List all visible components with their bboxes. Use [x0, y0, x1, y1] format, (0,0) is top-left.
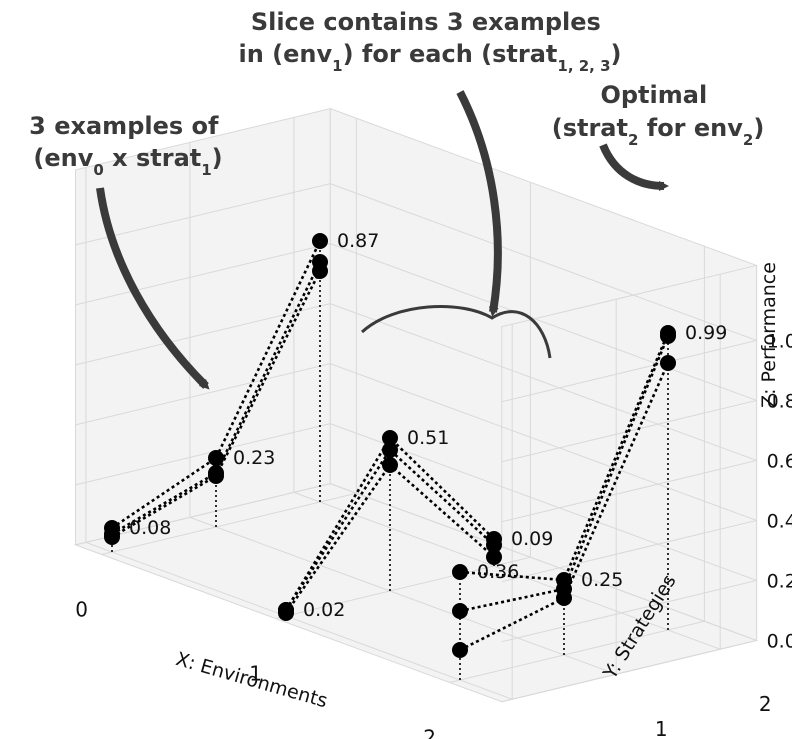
- grid-line: [75, 423, 757, 581]
- value-label: 0.51: [407, 427, 449, 449]
- arrow-env0-icon: [96, 187, 210, 390]
- grid-line: [189, 142, 617, 675]
- value-label: 0.02: [303, 599, 345, 621]
- grid-line: [293, 117, 721, 650]
- y-tick-label: 2: [759, 692, 772, 716]
- value-label: 0.36: [477, 561, 519, 583]
- data-point: [452, 603, 468, 619]
- value-label: 0.99: [685, 322, 727, 344]
- value-label: 0.09: [511, 528, 553, 550]
- value-label: 0.23: [233, 447, 275, 469]
- annotation-env0-strat1: 3 examples of (env0 x strat1): [29, 112, 227, 179]
- grid-line: [75, 303, 757, 461]
- grid-line: [75, 183, 757, 341]
- grid-line: [275, 182, 531, 619]
- series-line: [459, 335, 670, 613]
- data-point: [556, 590, 572, 606]
- grid-line: [85, 167, 513, 700]
- data-point: [452, 642, 468, 658]
- x-tick-label: 2: [423, 726, 436, 739]
- grid-line: [75, 243, 757, 401]
- grid-line: [501, 639, 757, 703]
- y-tick-label: 1: [655, 717, 668, 739]
- arrow-slice-icon: [456, 90, 502, 317]
- data-point: [312, 233, 328, 249]
- annotation-optimal: Optimal (strat2 for env2): [552, 81, 765, 149]
- value-label: 0.25: [581, 569, 623, 591]
- data-point: [382, 430, 398, 446]
- data-point: [104, 529, 120, 545]
- x-tick-label: 1: [249, 662, 262, 686]
- data-point: [486, 537, 502, 553]
- z-tick-label: 0.8: [767, 390, 792, 412]
- grid-line: [101, 118, 357, 555]
- slice-brace: [360, 305, 552, 359]
- grid-line: [75, 363, 757, 521]
- data-point: [660, 355, 676, 371]
- grid-line: [501, 579, 757, 643]
- data-point: [486, 549, 502, 565]
- z-tick-label: 0.0: [767, 630, 792, 652]
- grid-line: [75, 483, 757, 641]
- data-point: [208, 468, 224, 484]
- grid-line: [501, 519, 757, 583]
- data-point: [382, 442, 398, 458]
- z-axis-label: Z: Performance: [758, 262, 780, 408]
- grid-line: [501, 459, 757, 523]
- z-tick-label: 1.0: [767, 330, 792, 352]
- arrow-optimal-icon: [599, 143, 669, 191]
- data-point: [382, 457, 398, 473]
- data-point: [278, 605, 294, 621]
- z-tick-label: 0.2: [767, 570, 792, 592]
- x-axis-label: X: Environments: [173, 648, 330, 712]
- grid-line: [501, 339, 757, 403]
- series-line: [284, 448, 495, 611]
- z-tick-label: 0.6: [767, 450, 792, 472]
- value-label: 0.87: [337, 230, 379, 252]
- data-point: [312, 263, 328, 279]
- grid-line: [449, 246, 705, 683]
- data-point: [452, 564, 468, 580]
- x-tick-label: 0: [75, 598, 88, 622]
- annotation-slice: Slice contains 3 examples in (env1) for …: [238, 8, 621, 75]
- z-tick-label: 0.4: [767, 510, 792, 532]
- value-label: 0.08: [129, 517, 171, 539]
- data-point: [660, 328, 676, 344]
- data-point: [208, 450, 224, 466]
